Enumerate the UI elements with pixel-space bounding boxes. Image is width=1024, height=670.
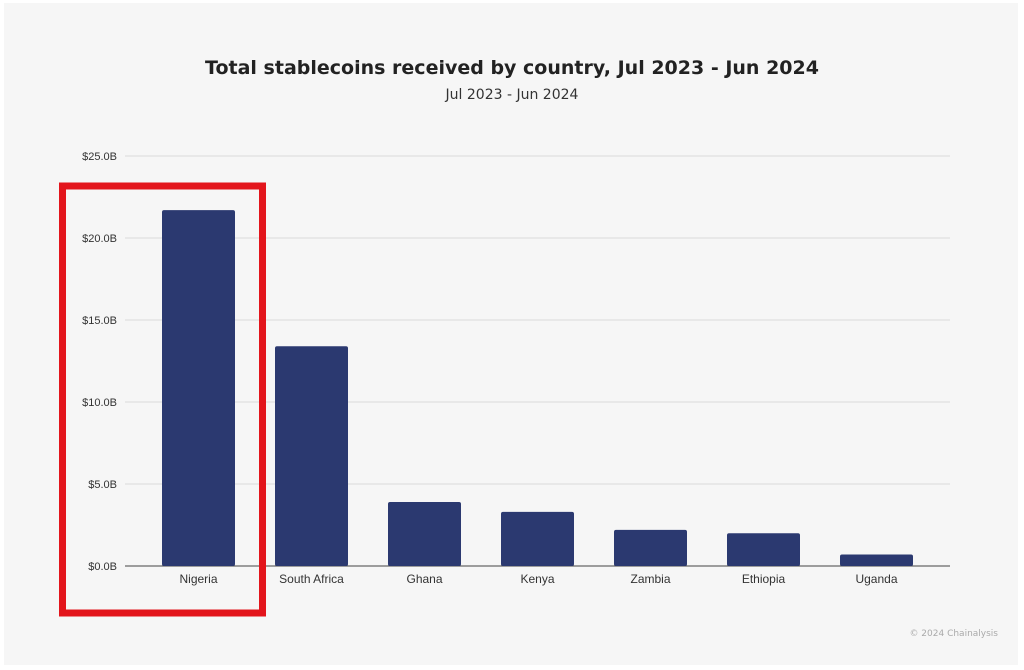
bar	[162, 210, 235, 566]
x-tick-label: Ethiopia	[742, 572, 786, 586]
bar	[501, 511, 574, 566]
x-tick-label: Ghana	[406, 572, 442, 586]
bar	[840, 554, 913, 566]
bar	[388, 502, 461, 566]
y-tick-label: $15.0B	[82, 315, 117, 327]
x-tick-label: Uganda	[855, 572, 897, 586]
bar	[275, 346, 348, 566]
y-tick-label: $25.0B	[82, 151, 117, 163]
chart-title: Total stablecoins received by country, J…	[205, 57, 819, 79]
bar	[727, 533, 800, 566]
x-tick-label: South Africa	[279, 572, 344, 586]
y-tick-label: $20.0B	[82, 233, 117, 245]
copyright-footer: © 2024 Chainalysis	[909, 629, 998, 639]
y-tick-label: $10.0B	[82, 397, 117, 409]
bar	[614, 529, 687, 566]
chart-subtitle: Jul 2023 - Jun 2024	[445, 87, 579, 103]
y-tick-label: $5.0B	[88, 479, 117, 491]
y-tick-label: $0.0B	[88, 561, 117, 573]
x-tick-label: Zambia	[630, 572, 670, 586]
x-tick-label: Kenya	[520, 572, 554, 586]
x-tick-label: Nigeria	[179, 572, 217, 586]
highlight-box	[59, 182, 266, 617]
